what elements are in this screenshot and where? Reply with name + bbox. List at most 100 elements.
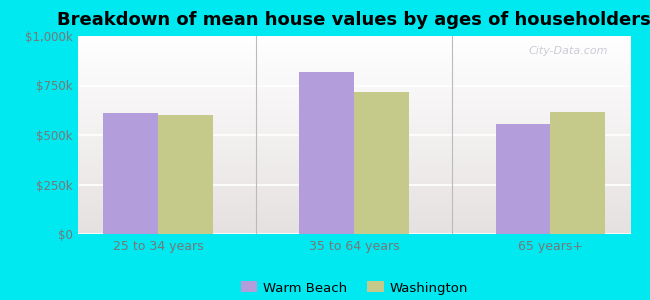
Bar [78, 139, 630, 141]
Bar [78, 40, 630, 42]
Bar [78, 149, 630, 151]
Bar [78, 188, 630, 190]
Bar [78, 36, 630, 38]
Bar [78, 119, 630, 121]
Bar [78, 54, 630, 56]
Bar [78, 101, 630, 103]
Bar [78, 167, 630, 169]
Bar [78, 163, 630, 165]
Bar [78, 76, 630, 78]
Bar [78, 107, 630, 109]
Bar [78, 187, 630, 188]
Bar [78, 66, 630, 68]
Bar [78, 92, 630, 93]
Bar [78, 38, 630, 40]
Bar [78, 52, 630, 54]
Bar [78, 220, 630, 222]
Bar [78, 93, 630, 95]
Bar [78, 64, 630, 66]
Bar [78, 184, 630, 187]
Bar [78, 58, 630, 60]
Bar [78, 131, 630, 133]
Bar [78, 133, 630, 135]
Bar [78, 208, 630, 210]
Bar [78, 178, 630, 181]
Bar [78, 117, 630, 119]
Bar [78, 70, 630, 72]
Bar [78, 198, 630, 200]
Bar [78, 95, 630, 98]
Bar [78, 83, 630, 85]
Bar [78, 113, 630, 115]
Bar [78, 214, 630, 216]
Bar [78, 151, 630, 153]
Title: Breakdown of mean house values by ages of householders: Breakdown of mean house values by ages o… [57, 11, 650, 29]
Bar [78, 206, 630, 208]
Bar [78, 78, 630, 80]
Bar [78, 72, 630, 74]
Bar [78, 135, 630, 137]
Bar [78, 181, 630, 182]
Bar [78, 145, 630, 147]
Bar [78, 50, 630, 52]
Bar [78, 153, 630, 155]
Bar [78, 204, 630, 206]
Bar [78, 105, 630, 107]
Bar [78, 190, 630, 192]
Bar [299, 72, 354, 234]
Bar [78, 143, 630, 145]
Bar [78, 210, 630, 212]
Bar [78, 60, 630, 62]
Bar [78, 42, 630, 44]
Bar [78, 129, 630, 131]
Bar [78, 141, 630, 143]
Legend: Warm Beach, Washington: Warm Beach, Washington [235, 276, 473, 300]
Bar [78, 216, 630, 218]
Bar [78, 155, 630, 157]
Bar [78, 103, 630, 105]
Bar [78, 165, 630, 167]
Bar [78, 171, 630, 172]
Bar [78, 137, 630, 139]
Bar [78, 80, 630, 82]
Bar [78, 62, 630, 64]
Bar [78, 56, 630, 58]
Bar [78, 109, 630, 111]
Bar [78, 202, 630, 204]
Bar [78, 48, 630, 50]
Bar [78, 177, 630, 178]
Bar [78, 222, 630, 224]
Bar [78, 89, 630, 92]
Bar [78, 192, 630, 194]
Bar [78, 125, 630, 127]
Bar [78, 44, 630, 46]
Bar [78, 161, 630, 163]
Bar [158, 115, 213, 234]
Bar [103, 113, 158, 234]
Bar [78, 169, 630, 171]
Bar [78, 196, 630, 198]
Bar [78, 127, 630, 129]
Bar [78, 212, 630, 214]
Text: City-Data.com: City-Data.com [529, 46, 608, 56]
Bar [78, 121, 630, 123]
Bar [78, 85, 630, 88]
Bar [78, 99, 630, 101]
Bar [78, 200, 630, 202]
Bar [78, 88, 630, 89]
Bar [78, 228, 630, 230]
Bar [78, 147, 630, 149]
Bar [78, 157, 630, 159]
Bar [78, 46, 630, 48]
Bar [78, 224, 630, 226]
Bar [78, 230, 630, 232]
Bar [551, 112, 605, 234]
Bar [78, 194, 630, 196]
Bar [78, 68, 630, 70]
Bar [78, 98, 630, 99]
Bar [78, 226, 630, 228]
Bar [78, 232, 630, 234]
Bar [78, 123, 630, 125]
Bar [78, 175, 630, 177]
Bar [78, 182, 630, 184]
